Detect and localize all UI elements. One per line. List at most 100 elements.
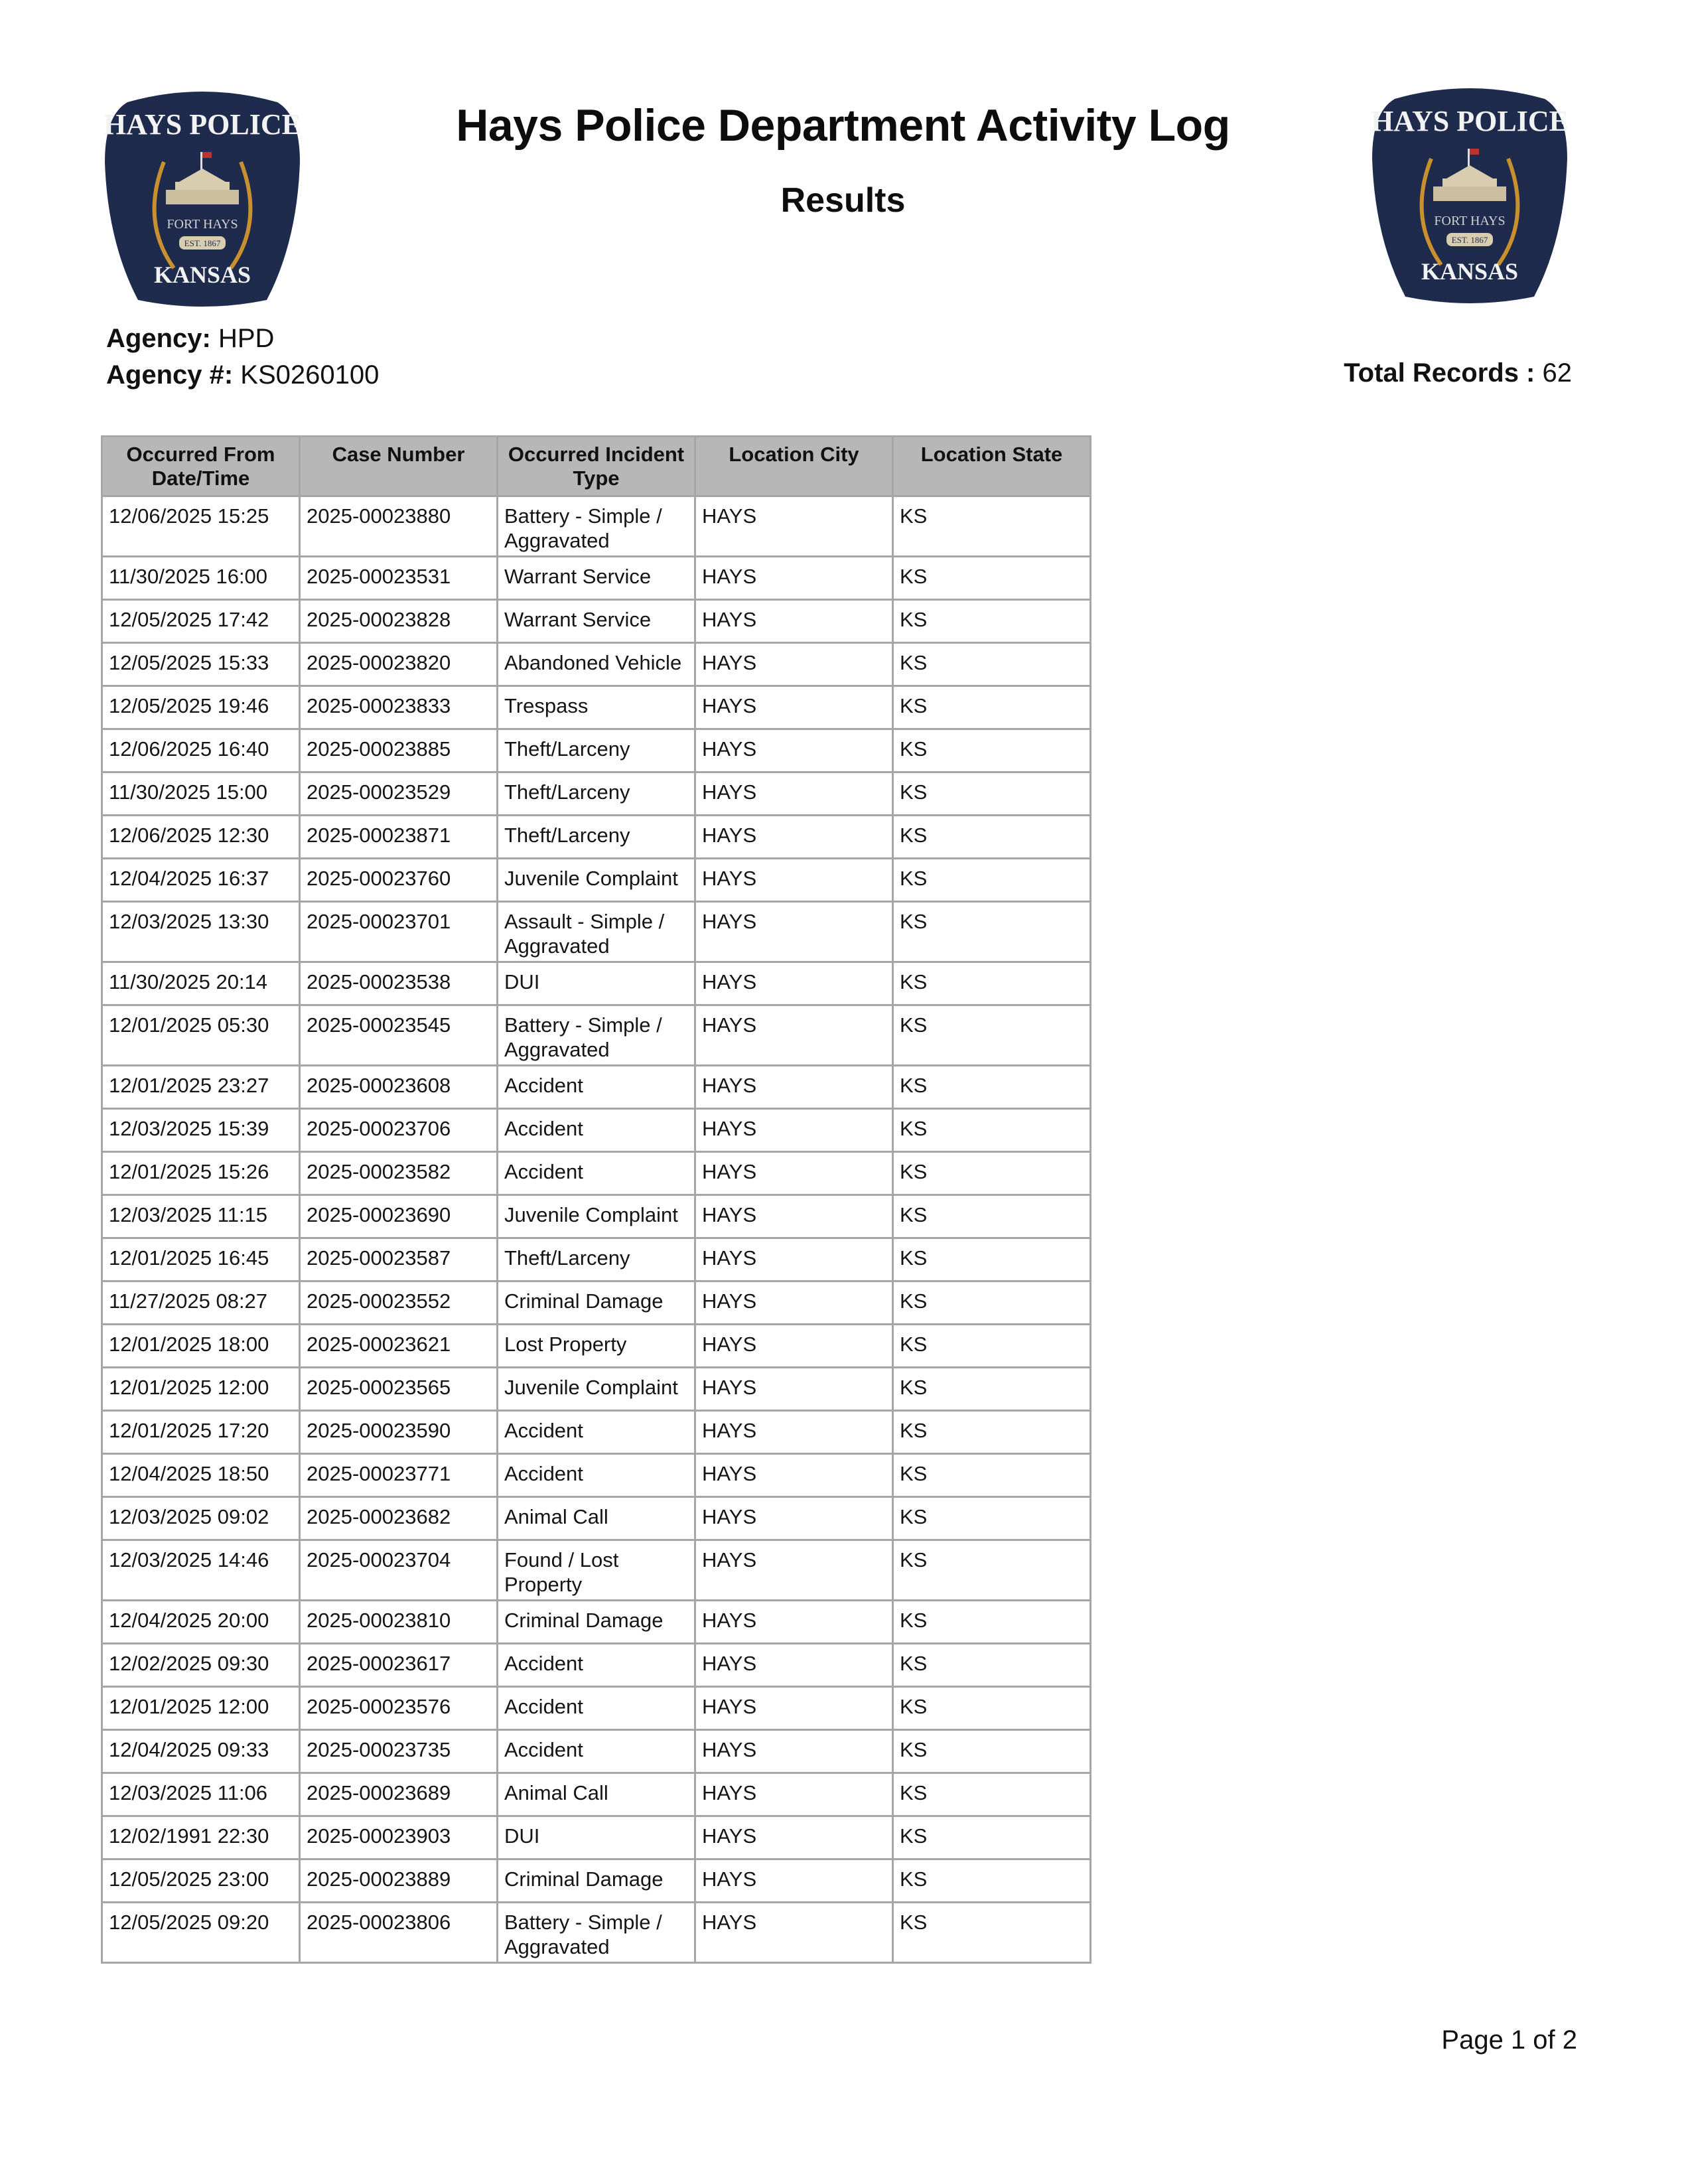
cell-date: 12/01/2025 16:45 [101, 1237, 301, 1282]
cell-state: KS [892, 771, 1091, 816]
page-subtitle: Results [780, 181, 906, 220]
cell-state: KS [892, 1496, 1091, 1541]
cell-city: HAYS [694, 1151, 894, 1196]
cell-date: 12/02/1991 22:30 [101, 1815, 301, 1860]
cell-case-number: 2025-00023889 [299, 1858, 498, 1903]
cell-date: 11/27/2025 08:27 [101, 1280, 301, 1325]
cell-city: HAYS [694, 1194, 894, 1239]
cell-incident-type: Abandoned Vehicle [496, 642, 696, 687]
cell-state: KS [892, 1453, 1091, 1498]
cell-incident-type: Found / Lost Property [496, 1539, 696, 1601]
cell-date: 12/04/2025 20:00 [101, 1599, 301, 1644]
cell-city: HAYS [694, 1496, 894, 1541]
column-header-city: Location City [694, 435, 894, 497]
cell-case-number: 2025-00023806 [299, 1901, 498, 1964]
table-row: 12/02/1991 22:30 2025-00023903 DUI HAYS KS [101, 1815, 1091, 1860]
cell-incident-type: Accident [496, 1151, 696, 1196]
cell-incident-type: Warrant Service [496, 599, 696, 644]
cell-date: 12/04/2025 18:50 [101, 1453, 301, 1498]
cell-city: HAYS [694, 728, 894, 773]
table-row: 11/27/2025 08:27 2025-00023552 Criminal Da… [101, 1280, 1091, 1325]
cell-date: 12/01/2025 18:00 [101, 1323, 301, 1368]
cell-state: KS [892, 1901, 1091, 1964]
cell-state: KS [892, 1599, 1091, 1644]
table-row: 12/04/2025 09:33 2025-00023735 Accident HAY… [101, 1729, 1091, 1774]
cell-incident-type: Animal Call [496, 1496, 696, 1541]
table-row: 12/03/2025 14:46 2025-00023704 Found / Los… [101, 1539, 1091, 1601]
cell-date: 12/02/2025 09:30 [101, 1642, 301, 1688]
cell-state: KS [892, 685, 1091, 730]
cell-state: KS [892, 1108, 1091, 1153]
table-row: 12/03/2025 15:39 2025-00023706 Accident HAY… [101, 1108, 1091, 1153]
cell-date: 12/01/2025 12:00 [101, 1366, 301, 1412]
table-row: 12/01/2025 23:27 2025-00023608 Accident HAY… [101, 1064, 1091, 1110]
cell-date: 12/05/2025 09:20 [101, 1901, 301, 1964]
cell-state: KS [892, 901, 1091, 963]
cell-case-number: 2025-00023880 [299, 495, 498, 557]
cell-state: KS [892, 1237, 1091, 1282]
cell-date: 12/03/2025 15:39 [101, 1108, 301, 1153]
cell-case-number: 2025-00023885 [299, 728, 498, 773]
logo-est-text: EST. 1867 [1452, 235, 1488, 245]
cell-case-number: 2025-00023828 [299, 599, 498, 644]
agency-number-value: KS0260100 [240, 360, 380, 390]
cell-case-number: 2025-00023735 [299, 1729, 498, 1774]
table-body: 12/06/2025 15:25 2025-00023880 Battery - S… [101, 495, 1091, 1964]
cell-date: 12/04/2025 16:37 [101, 857, 301, 903]
table-row: 12/05/2025 19:46 2025-00023833 Trespass HAY… [101, 685, 1091, 730]
cell-city: HAYS [694, 1729, 894, 1774]
cell-incident-type: Accident [496, 1108, 696, 1153]
cell-case-number: 2025-00023565 [299, 1366, 498, 1412]
cell-incident-type: DUI [496, 961, 696, 1006]
cell-case-number: 2025-00023587 [299, 1237, 498, 1282]
table-header-row: Occurred From Date/Time Case Number Occu… [101, 435, 1091, 497]
cell-city: HAYS [694, 1108, 894, 1153]
cell-case-number: 2025-00023682 [299, 1496, 498, 1541]
cell-case-number: 2025-00023820 [299, 642, 498, 687]
cell-city: HAYS [694, 1237, 894, 1282]
agency-line: Agency: HPD [106, 324, 274, 354]
cell-city: HAYS [694, 1858, 894, 1903]
cell-city: HAYS [694, 1599, 894, 1644]
table-row: 12/04/2025 16:37 2025-00023760 Juvenile Co… [101, 857, 1091, 903]
cell-incident-type: Theft/Larceny [496, 771, 696, 816]
cell-incident-type: Juvenile Complaint [496, 1194, 696, 1239]
logo-top-text: HAYS POLICE [104, 108, 301, 141]
cell-city: HAYS [694, 771, 894, 816]
table-row: 12/03/2025 11:15 2025-00023690 Juvenile Co… [101, 1194, 1091, 1239]
cell-date: 12/03/2025 14:46 [101, 1539, 301, 1601]
table-row: 12/01/2025 12:00 2025-00023565 Juvenile Co… [101, 1366, 1091, 1412]
total-records: Total Records : 62 [1344, 358, 1572, 388]
cell-case-number: 2025-00023871 [299, 814, 498, 859]
cell-state: KS [892, 1366, 1091, 1412]
cell-date: 12/04/2025 09:33 [101, 1729, 301, 1774]
logo-bottom-text: KANSAS [154, 261, 251, 288]
cell-city: HAYS [694, 555, 894, 601]
column-header-date: Occurred From Date/Time [101, 435, 301, 497]
logo-est-text: EST. 1867 [184, 238, 221, 248]
total-records-label: Total Records : [1344, 358, 1535, 388]
cell-state: KS [892, 1280, 1091, 1325]
cell-city: HAYS [694, 1772, 894, 1817]
cell-incident-type: Criminal Damage [496, 1858, 696, 1903]
table-row: 12/05/2025 09:20 2025-00023806 Battery - S… [101, 1901, 1091, 1964]
cell-incident-type: Accident [496, 1729, 696, 1774]
cell-state: KS [892, 857, 1091, 903]
logo-middle-text: FORT HAYS [1434, 214, 1505, 228]
cell-case-number: 2025-00023903 [299, 1815, 498, 1860]
cell-incident-type: Accident [496, 1686, 696, 1731]
table-row: 12/05/2025 23:00 2025-00023889 Criminal Da… [101, 1858, 1091, 1903]
cell-date: 12/05/2025 23:00 [101, 1858, 301, 1903]
cell-state: KS [892, 1004, 1091, 1066]
cell-city: HAYS [694, 1004, 894, 1066]
cell-case-number: 2025-00023576 [299, 1686, 498, 1731]
table-row: 12/03/2025 09:02 2025-00023682 Animal Call… [101, 1496, 1091, 1541]
cell-case-number: 2025-00023810 [299, 1599, 498, 1644]
cell-state: KS [892, 961, 1091, 1006]
cell-case-number: 2025-00023760 [299, 857, 498, 903]
table-row: 12/02/2025 09:30 2025-00023617 Accident HAY… [101, 1642, 1091, 1688]
column-header-case-number: Case Number [299, 435, 498, 497]
cell-state: KS [892, 1323, 1091, 1368]
cell-case-number: 2025-00023529 [299, 771, 498, 816]
cell-state: KS [892, 599, 1091, 644]
